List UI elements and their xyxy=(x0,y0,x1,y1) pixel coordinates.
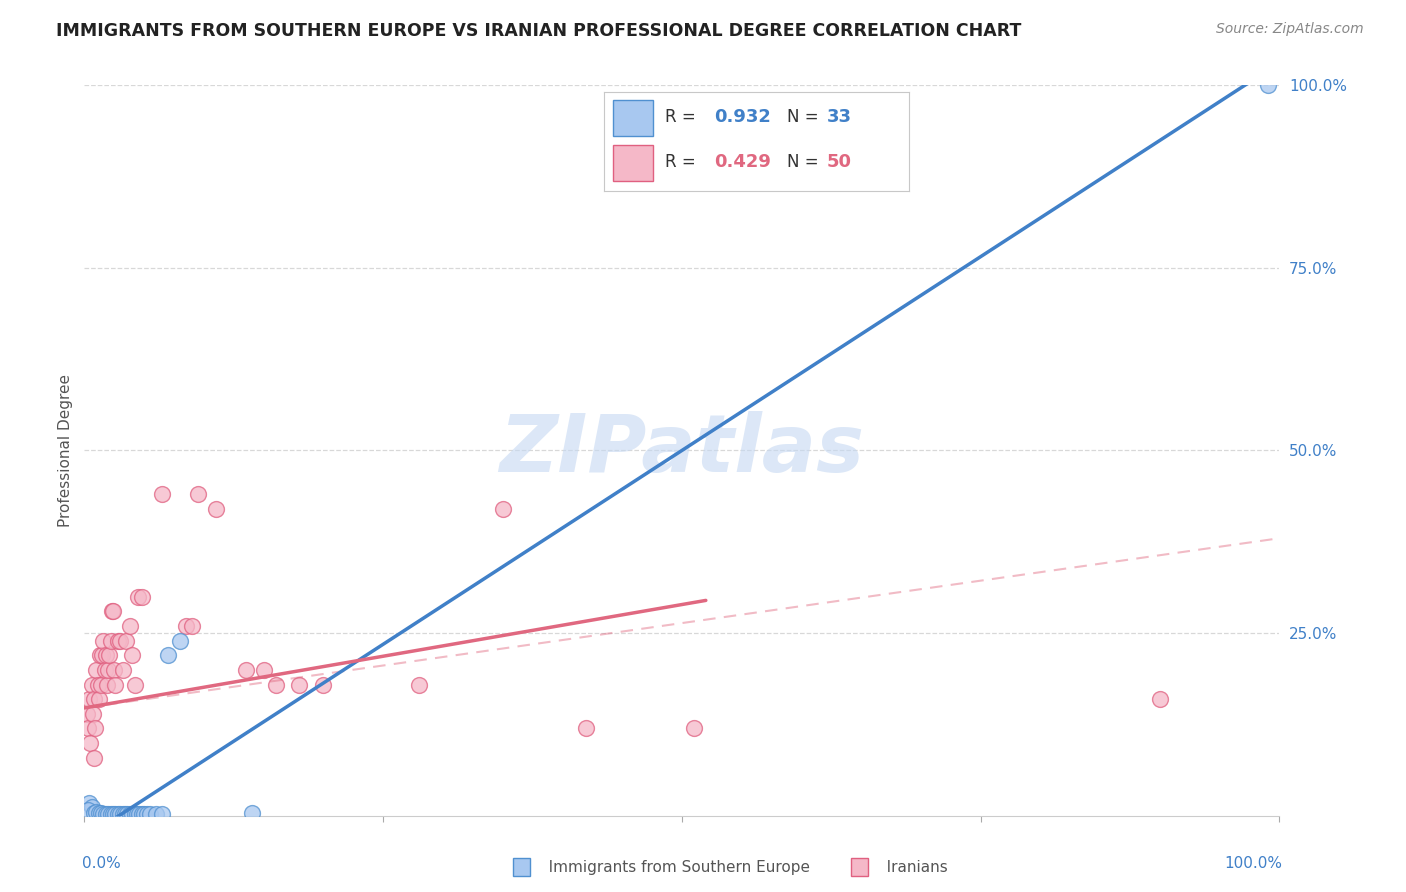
Point xyxy=(139,807,162,822)
Point xyxy=(312,677,335,691)
Point xyxy=(101,604,124,618)
Point xyxy=(264,677,287,691)
Point xyxy=(235,663,257,677)
Point xyxy=(124,807,146,822)
Point xyxy=(83,805,105,820)
Point xyxy=(131,807,153,822)
Point xyxy=(110,807,132,822)
Point xyxy=(492,502,515,516)
Text: 0.0%: 0.0% xyxy=(82,856,121,871)
Point xyxy=(240,805,263,820)
Point xyxy=(135,807,157,822)
Point xyxy=(253,663,276,677)
Point xyxy=(93,663,115,677)
Point xyxy=(121,648,143,663)
Point xyxy=(104,677,127,691)
Point xyxy=(205,502,228,516)
Point xyxy=(575,722,598,736)
Point xyxy=(107,633,129,648)
Point xyxy=(132,807,156,822)
Point xyxy=(103,663,125,677)
Point xyxy=(150,487,173,501)
Point xyxy=(131,590,153,604)
Point xyxy=(288,677,311,691)
Point xyxy=(93,807,115,822)
Point xyxy=(83,692,105,706)
Text: Iranians: Iranians xyxy=(872,860,948,874)
Point xyxy=(187,487,209,501)
Point xyxy=(1149,692,1171,706)
Text: Immigrants from Southern Europe: Immigrants from Southern Europe xyxy=(534,860,810,874)
Point xyxy=(96,677,118,691)
Point xyxy=(80,677,103,691)
Point xyxy=(408,677,430,691)
Point xyxy=(77,722,100,736)
Point xyxy=(107,807,129,822)
Point xyxy=(101,604,124,618)
Point xyxy=(115,633,138,648)
Point xyxy=(97,663,120,677)
Point xyxy=(118,619,141,633)
Text: Source: ZipAtlas.com: Source: ZipAtlas.com xyxy=(1216,22,1364,37)
Point xyxy=(100,807,122,822)
Point xyxy=(87,692,110,706)
Point xyxy=(125,807,148,822)
Point xyxy=(82,706,104,721)
Point xyxy=(77,692,100,706)
Point xyxy=(124,677,146,691)
Point xyxy=(118,807,141,822)
Point xyxy=(100,633,122,648)
Point xyxy=(128,807,150,822)
Text: 100.0%: 100.0% xyxy=(1223,856,1282,871)
Point xyxy=(150,807,173,822)
Point xyxy=(117,807,139,822)
Point xyxy=(174,619,197,633)
Point xyxy=(86,663,108,677)
Point xyxy=(111,807,134,822)
Y-axis label: Professional Degree: Professional Degree xyxy=(58,374,73,527)
Point xyxy=(89,648,111,663)
Point xyxy=(98,648,121,663)
Text: ZIPatlas: ZIPatlas xyxy=(499,411,865,490)
Point xyxy=(90,806,112,821)
Point xyxy=(97,807,120,822)
Point xyxy=(87,806,110,821)
Point xyxy=(111,663,134,677)
Point xyxy=(114,807,136,822)
Point xyxy=(110,633,132,648)
Point xyxy=(101,807,124,822)
Point xyxy=(127,590,149,604)
Point xyxy=(79,736,101,750)
Point xyxy=(94,648,117,663)
Point xyxy=(83,750,105,764)
Point xyxy=(80,800,103,814)
Point xyxy=(76,706,98,721)
Point xyxy=(121,807,143,822)
Point xyxy=(77,803,100,817)
Point xyxy=(169,633,191,648)
Point xyxy=(94,807,117,822)
Point xyxy=(1257,78,1279,92)
Point xyxy=(93,633,115,648)
Point xyxy=(104,807,127,822)
Point xyxy=(91,648,114,663)
Point xyxy=(145,807,167,822)
Point xyxy=(157,648,180,663)
Point xyxy=(84,722,107,736)
Point xyxy=(181,619,204,633)
Point xyxy=(86,677,108,691)
Point xyxy=(90,677,112,691)
Point xyxy=(683,722,706,736)
Text: IMMIGRANTS FROM SOUTHERN EUROPE VS IRANIAN PROFESSIONAL DEGREE CORRELATION CHART: IMMIGRANTS FROM SOUTHERN EUROPE VS IRANI… xyxy=(56,22,1022,40)
Point xyxy=(86,805,108,819)
Point xyxy=(77,796,100,810)
